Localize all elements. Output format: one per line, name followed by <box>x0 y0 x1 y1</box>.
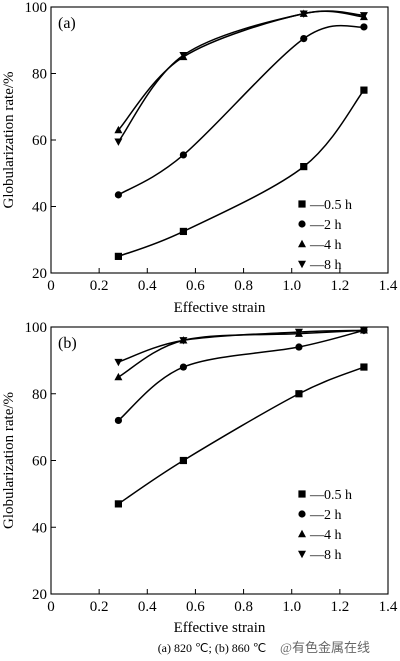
legend-marker <box>298 529 306 538</box>
legend-label: —0.5 h <box>309 198 352 213</box>
x-tick-label: 0.2 <box>90 599 109 615</box>
data-point <box>360 363 368 371</box>
data-point <box>114 358 123 367</box>
legend: —0.5 h —2 h —4 h —8 h <box>298 198 352 273</box>
x-tick-label: 1.0 <box>282 278 301 294</box>
data-point <box>300 163 308 171</box>
legend-marker <box>298 239 306 248</box>
x-tick-label: 0.8 <box>234 278 253 294</box>
data-point <box>295 343 303 351</box>
x-tick-label: 1.0 <box>282 599 301 615</box>
legend: —0.5 h —2 h —4 h —8 h <box>298 488 352 563</box>
legend-label: —4 h <box>309 238 342 253</box>
data-point <box>360 86 368 94</box>
x-tick-label: 1.2 <box>330 278 349 294</box>
y-tick-label: 40 <box>32 520 47 536</box>
series-line <box>118 329 364 378</box>
x-tick-label: 0.6 <box>186 278 205 294</box>
y-tick-label: 20 <box>32 587 47 603</box>
data-point <box>114 372 123 381</box>
series-line <box>117 329 365 422</box>
y-tick-label: 80 <box>32 387 47 403</box>
data-point <box>179 363 187 371</box>
y-tick-label: 100 <box>25 320 48 336</box>
x-tick-label: 1.4 <box>379 278 398 294</box>
data-point <box>359 327 368 335</box>
y-tick-label: 100 <box>25 0 48 16</box>
chart-panel-a: 0 0.2 0.4 0.6 0.8 1.0 1.2 1.4 20 40 60 80 100 Effecti… <box>1 0 398 316</box>
chart-panel-b: 0 0.2 0.4 0.6 0.8 1.0 1.2 1.4 20 40 60 80 100 Effecti… <box>1 320 398 636</box>
figure-caption: (a) 820 ℃; (b) 860 ℃ <box>158 641 267 655</box>
data-point <box>114 125 123 134</box>
legend-label: —4 h <box>309 528 342 543</box>
watermark: @有色金属在线 <box>280 640 370 655</box>
legend-label: —2 h <box>309 218 342 233</box>
y-tick-label: 60 <box>32 454 47 470</box>
series-line <box>117 366 365 505</box>
data-point <box>179 52 188 60</box>
legend-label: —2 h <box>309 508 342 523</box>
panel-label: (b) <box>58 335 77 352</box>
legend-marker <box>298 550 306 559</box>
x-tick-label: 0.6 <box>186 599 205 615</box>
series-line <box>117 10 364 143</box>
x-tick-label: 0.4 <box>138 599 157 615</box>
x-tick-label: 0 <box>47 599 55 615</box>
x-axis-title: Effective strain <box>174 620 266 636</box>
data-point <box>294 328 303 337</box>
legend-marker <box>298 200 306 208</box>
legend-marker <box>298 510 306 518</box>
y-tick-label: 20 <box>32 266 47 282</box>
data-point <box>114 138 123 146</box>
data-point <box>114 500 122 508</box>
data-point <box>359 12 368 20</box>
y-tick-label: 60 <box>32 133 47 149</box>
legend-label: —8 h <box>309 258 342 273</box>
data-point <box>179 227 187 236</box>
data-point <box>299 10 308 18</box>
x-axis-title: Effective strain <box>174 300 266 316</box>
series-line <box>118 89 365 258</box>
data-point <box>295 390 303 398</box>
plot-frame <box>50 6 389 274</box>
data-point <box>114 252 122 260</box>
data-point <box>300 34 308 43</box>
data-point <box>179 151 187 159</box>
legend-marker <box>298 220 306 228</box>
data-point <box>360 23 368 31</box>
series-line <box>118 329 364 363</box>
data-point <box>179 337 188 345</box>
legend-marker <box>298 490 306 498</box>
x-tick-label: 1.4 <box>379 599 398 615</box>
x-tick-label: 0 <box>47 278 55 294</box>
x-tick-label: 1.2 <box>330 599 349 615</box>
series-line <box>117 10 365 131</box>
x-tick-label: 0.4 <box>138 278 157 294</box>
series-line <box>118 24 365 196</box>
data-point <box>114 416 122 425</box>
panel-label: (a) <box>58 15 76 32</box>
y-tick-label: 40 <box>32 200 47 216</box>
legend-label: —0.5 h <box>309 488 352 503</box>
legend-label: —8 h <box>309 548 342 563</box>
data-point <box>179 456 187 465</box>
y-axis-title: Globularization rate/% <box>1 71 17 208</box>
legend-marker <box>298 260 306 269</box>
data-point <box>114 191 122 199</box>
x-tick-label: 0.2 <box>90 278 109 294</box>
x-tick-label: 0.8 <box>234 599 253 615</box>
y-axis-title: Globularization rate/% <box>1 392 17 529</box>
y-tick-label: 80 <box>32 67 47 83</box>
